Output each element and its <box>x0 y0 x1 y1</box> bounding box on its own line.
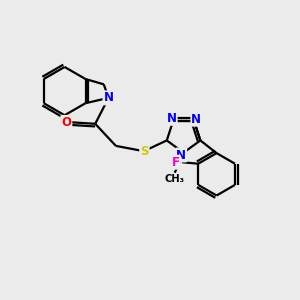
Text: N: N <box>167 112 177 125</box>
Text: S: S <box>140 145 149 158</box>
Text: N: N <box>103 92 113 104</box>
Text: N: N <box>176 148 186 161</box>
Text: N: N <box>191 113 201 126</box>
Text: O: O <box>61 116 71 129</box>
Text: F: F <box>172 156 179 169</box>
Text: CH₃: CH₃ <box>165 174 185 184</box>
